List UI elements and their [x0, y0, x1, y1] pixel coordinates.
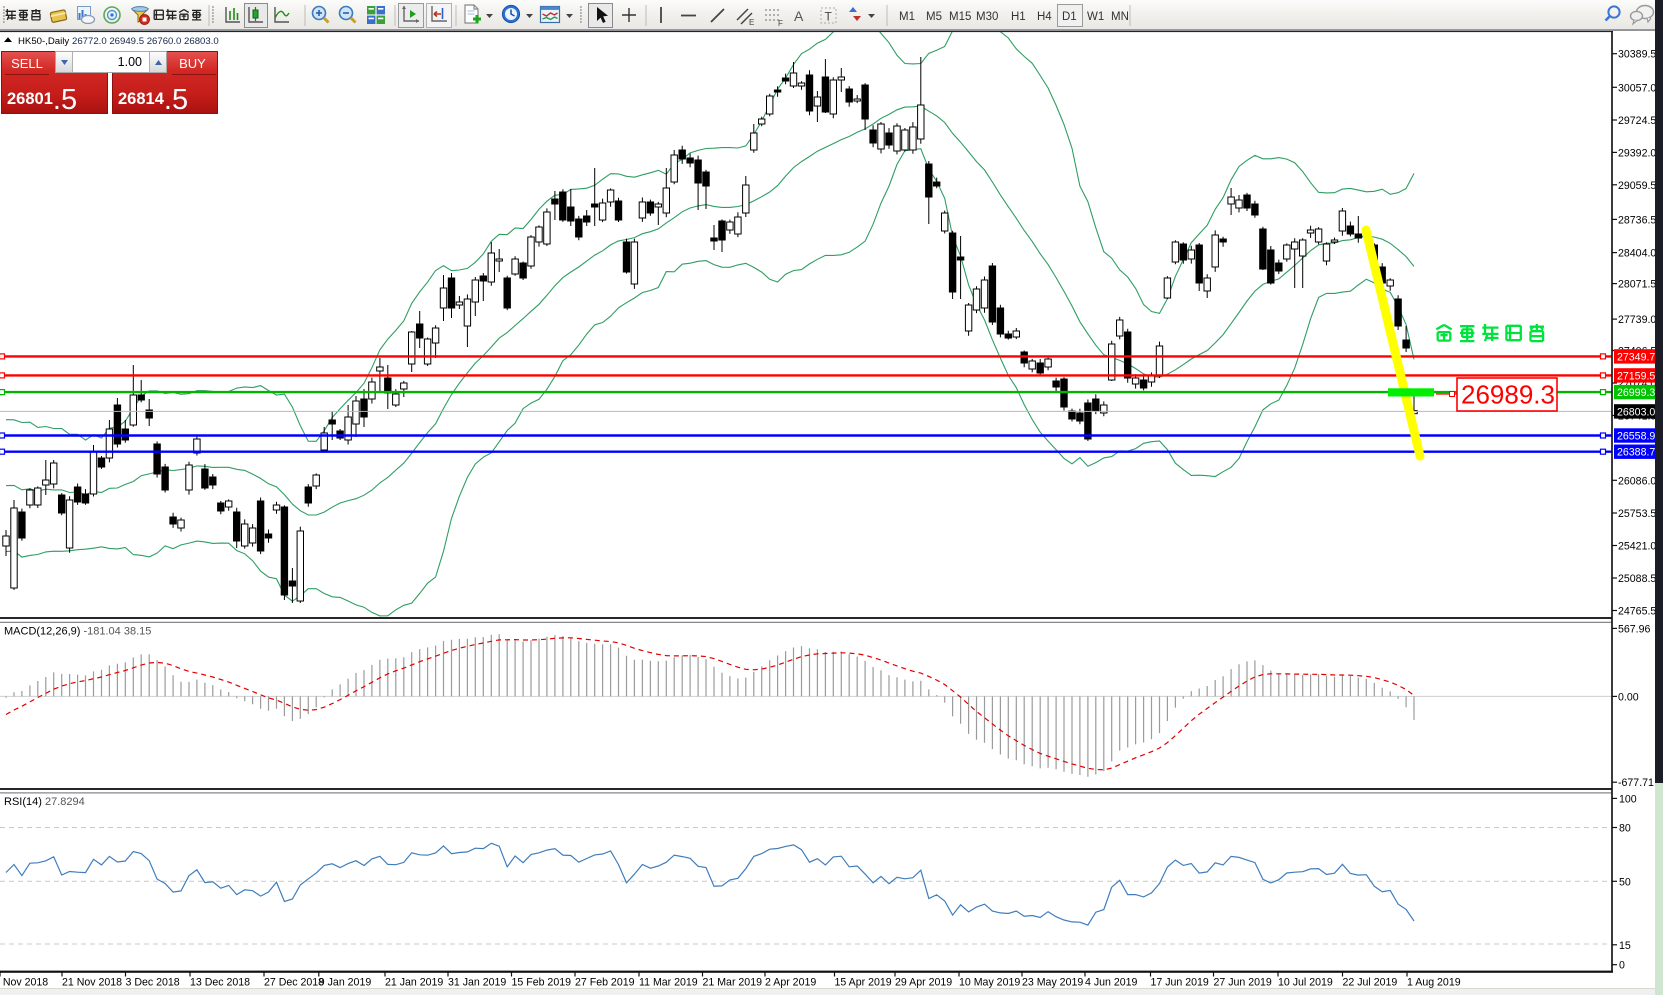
svg-text:26999.3: 26999.3: [1617, 387, 1655, 399]
svg-text:9 Nov 2018: 9 Nov 2018: [0, 977, 48, 989]
svg-text:23 May 2019: 23 May 2019: [1022, 977, 1083, 989]
svg-text:28071.5: 28071.5: [1618, 279, 1656, 291]
svg-text:17 Jun 2019: 17 Jun 2019: [1151, 977, 1209, 989]
svg-text:RSI(14) 27.8294: RSI(14) 27.8294: [4, 796, 85, 808]
svg-text:30057.0: 30057.0: [1618, 82, 1656, 94]
svg-text:E: E: [749, 18, 754, 27]
svg-text:26803.0: 26803.0: [1617, 406, 1655, 418]
svg-text:27 Jun 2019: 27 Jun 2019: [1214, 977, 1272, 989]
svg-text:25088.5: 25088.5: [1618, 573, 1656, 585]
svg-text:1 Aug 2019: 1 Aug 2019: [1407, 977, 1461, 989]
svg-text:27 Feb 2019: 27 Feb 2019: [575, 977, 635, 989]
svg-text:13 Dec 2018: 13 Dec 2018: [190, 977, 250, 989]
svg-text:50: 50: [1619, 876, 1631, 888]
svg-text:26086.0: 26086.0: [1618, 475, 1656, 487]
svg-text:11 Mar 2019: 11 Mar 2019: [639, 977, 698, 989]
svg-text:567.96: 567.96: [1618, 623, 1651, 635]
svg-text:21 Nov 2018: 21 Nov 2018: [62, 977, 122, 989]
svg-text:29059.5: 29059.5: [1618, 180, 1656, 192]
svg-text:M1: M1: [899, 11, 915, 23]
svg-text:-677.71: -677.71: [1618, 777, 1654, 789]
svg-text:MN: MN: [1111, 11, 1129, 23]
svg-text:10 Jul 2019: 10 Jul 2019: [1278, 977, 1333, 989]
svg-text:26989.3: 26989.3: [1461, 380, 1555, 410]
svg-text:MACD(12,26,9) -181.04 38.15: MACD(12,26,9) -181.04 38.15: [4, 626, 151, 638]
svg-text:27739.0: 27739.0: [1618, 314, 1656, 326]
svg-text:26388.7: 26388.7: [1617, 447, 1655, 459]
svg-text:F: F: [778, 19, 783, 28]
svg-text:31 Jan 2019: 31 Jan 2019: [448, 977, 506, 989]
svg-text:H4: H4: [1037, 11, 1052, 23]
svg-text:29 Apr 2019: 29 Apr 2019: [895, 977, 952, 989]
svg-text:3 Dec 2018: 3 Dec 2018: [126, 977, 180, 989]
svg-text:24765.5: 24765.5: [1618, 606, 1656, 618]
svg-text:10 May 2019: 10 May 2019: [959, 977, 1020, 989]
svg-text:25753.5: 25753.5: [1618, 508, 1656, 520]
svg-text:27159.5: 27159.5: [1617, 370, 1655, 382]
svg-text:80: 80: [1619, 823, 1631, 835]
svg-text:26772.0 26949.5 26760.0 26803.: 26772.0 26949.5 26760.0 26803.0: [72, 36, 219, 47]
svg-text:15 Apr 2019: 15 Apr 2019: [835, 977, 892, 989]
svg-text:2 Apr 2019: 2 Apr 2019: [765, 977, 816, 989]
svg-text:30389.5: 30389.5: [1618, 49, 1656, 61]
svg-text:M15: M15: [949, 11, 971, 23]
svg-text:29724.5: 29724.5: [1618, 115, 1656, 127]
svg-text:H1: H1: [1011, 11, 1026, 23]
svg-text:27349.7: 27349.7: [1617, 351, 1655, 363]
svg-text:M5: M5: [926, 11, 942, 23]
svg-text:28736.5: 28736.5: [1618, 214, 1656, 226]
svg-text:D1: D1: [1062, 11, 1077, 23]
svg-text:T: T: [825, 10, 833, 24]
svg-text:100: 100: [1619, 793, 1637, 805]
svg-text:21 Mar 2019: 21 Mar 2019: [703, 977, 763, 989]
svg-text:9 Jan 2019: 9 Jan 2019: [319, 977, 372, 989]
svg-text:25421.0: 25421.0: [1618, 541, 1656, 553]
svg-text:22 Jul 2019: 22 Jul 2019: [1343, 977, 1398, 989]
svg-text:28404.0: 28404.0: [1618, 248, 1656, 260]
svg-text:M30: M30: [976, 11, 998, 23]
svg-text:21 Jan 2019: 21 Jan 2019: [385, 977, 443, 989]
svg-text:0.00: 0.00: [1618, 691, 1639, 703]
svg-text:A: A: [794, 8, 804, 24]
svg-text:0: 0: [1619, 960, 1625, 972]
svg-text:15: 15: [1619, 940, 1631, 952]
svg-text:15 Feb 2019: 15 Feb 2019: [512, 977, 572, 989]
svg-text:4 Jun 2019: 4 Jun 2019: [1085, 977, 1138, 989]
svg-text:W1: W1: [1087, 11, 1104, 23]
svg-text:26558.9: 26558.9: [1617, 431, 1655, 443]
svg-text:HK50-,Daily: HK50-,Daily: [18, 36, 69, 47]
svg-text:27 Dec 2018: 27 Dec 2018: [264, 977, 324, 989]
svg-text:29392.0: 29392.0: [1618, 147, 1656, 159]
